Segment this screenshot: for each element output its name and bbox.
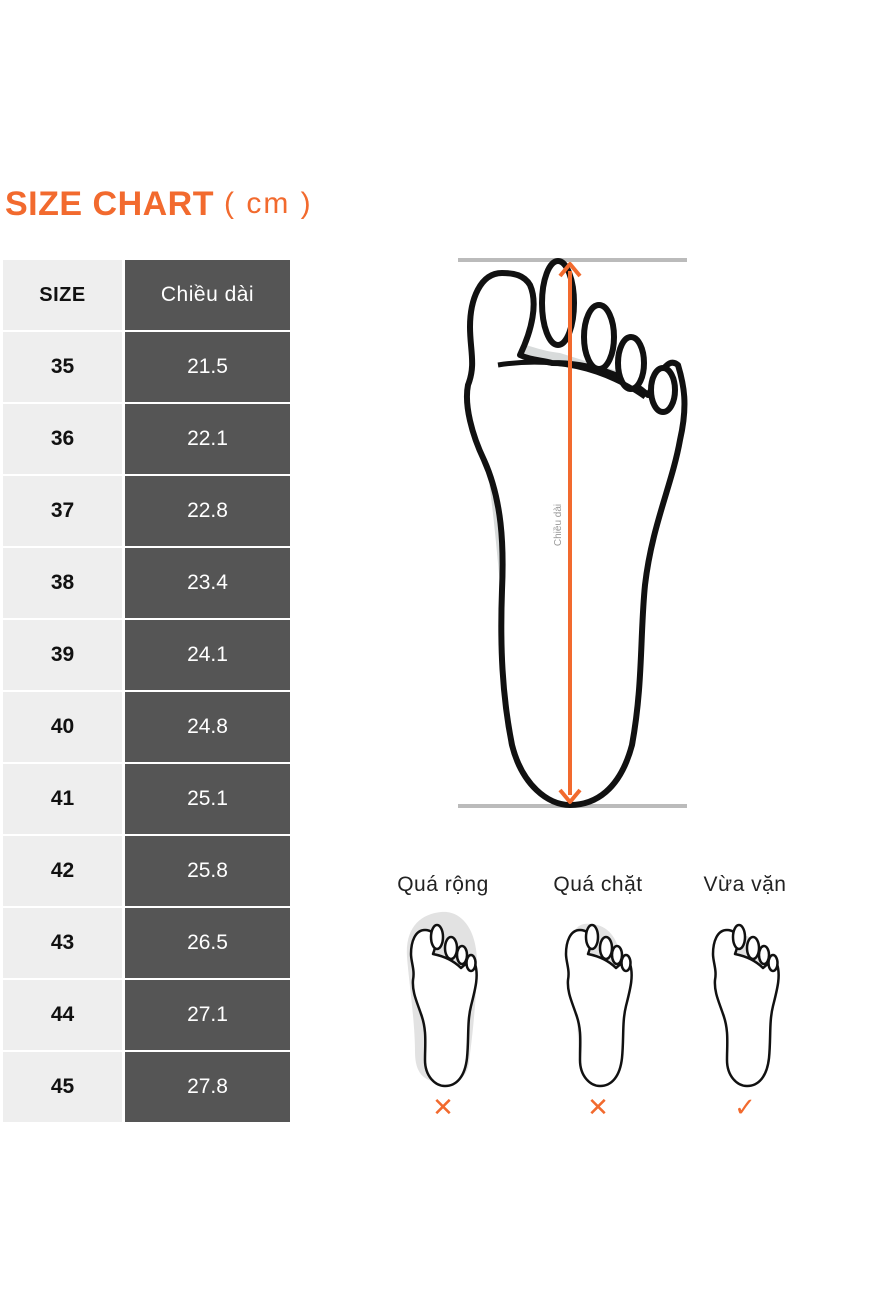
fit-label: Quá chặt: [553, 873, 643, 896]
size-cell: 40: [3, 691, 124, 764]
size-cell: 42: [3, 835, 124, 908]
title-unit: ( cm ): [224, 187, 313, 220]
table-row: 38 23.4: [3, 547, 290, 620]
table-row: 44 27.1: [3, 979, 290, 1052]
cross-icon: ✕: [587, 1092, 609, 1122]
size-cell: 44: [3, 979, 124, 1052]
table-header-row: SIZE Chiều dài: [3, 260, 290, 332]
fit-label: Quá rộng: [397, 873, 489, 896]
table-row: 40 24.8: [3, 691, 290, 764]
foot-outline: [464, 258, 688, 808]
arrow-head-bottom-icon: [558, 788, 582, 804]
length-cell: 25.8: [122, 835, 290, 908]
foot-fit-icon: [711, 923, 780, 1088]
foot-loose-icon: [406, 911, 478, 1088]
table-row: 37 22.8: [3, 475, 290, 548]
size-cell: 41: [3, 763, 124, 836]
foot-measure-diagram: Chiều dài: [458, 258, 688, 808]
length-cell: 26.5: [122, 907, 290, 980]
size-cell: 45: [3, 1051, 124, 1124]
header-size: SIZE: [3, 260, 124, 332]
table-row: 41 25.1: [3, 763, 290, 836]
size-table: SIZE Chiều dài 35 21.5 36 22.1 37 22.8 3…: [3, 260, 290, 1124]
ball-line: [497, 359, 647, 400]
size-cell: 38: [3, 547, 124, 620]
table-row: 43 26.5: [3, 907, 290, 980]
measure-label: Chiều dài: [552, 504, 564, 546]
cross-icon: ✕: [432, 1092, 454, 1122]
table-row: 42 25.8: [3, 835, 290, 908]
table-row: 45 27.8: [3, 1051, 290, 1124]
length-cell: 22.1: [122, 403, 290, 476]
length-cell: 25.1: [122, 763, 290, 836]
foot-tight-icon: [564, 923, 633, 1088]
table-row: 35 21.5: [3, 331, 290, 404]
table-row: 36 22.1: [3, 403, 290, 476]
size-cell: 35: [3, 331, 124, 404]
check-icon: ✓: [734, 1092, 756, 1122]
fit-label: Vừa vặn: [703, 873, 787, 896]
page-title: SIZE CHART ( cm ): [5, 176, 313, 232]
fit-just-right: Vừa vặn ✓: [675, 870, 815, 1122]
length-cell: 21.5: [122, 331, 290, 404]
size-cell: 37: [3, 475, 124, 548]
size-cell: 36: [3, 403, 124, 476]
length-cell: 27.1: [122, 979, 290, 1052]
fit-too-tight: Quá chặt ✕: [528, 870, 668, 1122]
fit-too-loose: Quá rộng ✕: [373, 870, 513, 1122]
length-cell: 22.8: [122, 475, 290, 548]
header-length: Chiều dài: [122, 260, 290, 332]
size-cell: 43: [3, 907, 124, 980]
length-cell: 24.1: [122, 619, 290, 692]
length-cell: 23.4: [122, 547, 290, 620]
arrow-head-top-icon: [558, 262, 582, 278]
length-cell: 27.8: [122, 1051, 290, 1124]
table-row: 39 24.1: [3, 619, 290, 692]
length-cell: 24.8: [122, 691, 290, 764]
size-cell: 39: [3, 619, 124, 692]
title-main: SIZE CHART: [5, 184, 214, 223]
